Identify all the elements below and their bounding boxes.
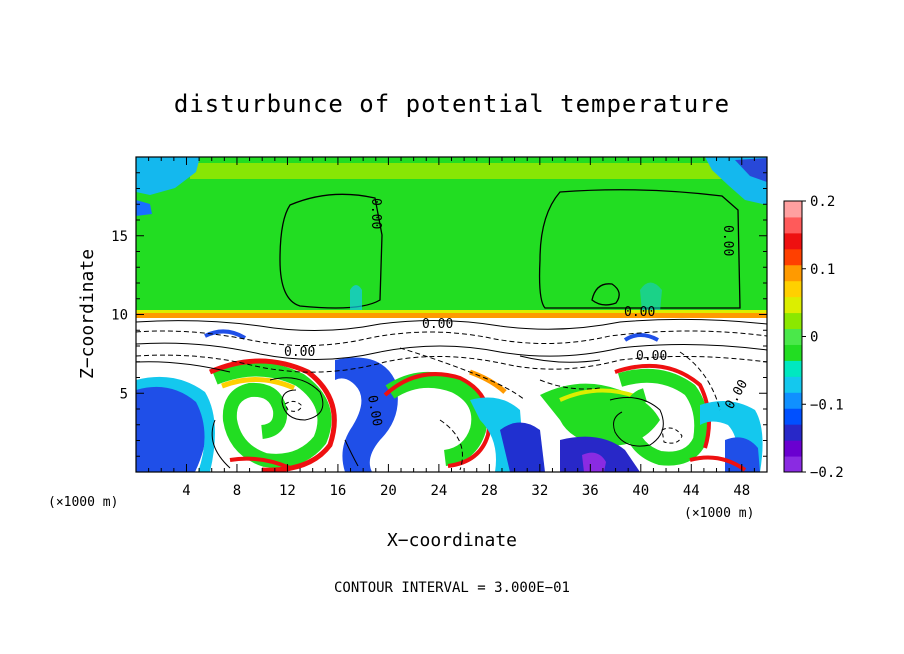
blue-swirl-mid — [335, 357, 398, 472]
colorbar-swatch — [784, 264, 802, 282]
chart-title: disturbunce of potential temperature — [174, 90, 730, 118]
cyan-plume-2 — [640, 282, 662, 312]
contour-small-loop — [591, 283, 620, 306]
red-strip-bottom-left — [229, 456, 291, 470]
cyan-plume-1 — [350, 285, 362, 312]
colorbar-swatch — [784, 248, 802, 266]
y-axis: 5 10 15 — [111, 172, 767, 457]
x-tick-label: 8 — [233, 483, 241, 499]
colorbar-swatch — [784, 232, 802, 250]
x-tick-label: 36 — [582, 483, 599, 499]
x-axis: 4 8 12 16 20 24 28 32 36 40 44 48 — [148, 157, 755, 499]
colorbar-swatch — [784, 201, 802, 218]
colorbar-swatch — [784, 216, 802, 234]
colorbar-swatch — [784, 392, 802, 409]
contour-label: 0.00 — [720, 225, 735, 256]
colorbar-swatch — [784, 440, 802, 457]
x-tick-label: 44 — [683, 483, 700, 499]
contour-label: 0.00 — [364, 394, 384, 427]
y-axis-label: Z−coordinate — [77, 249, 98, 379]
dense-contours — [136, 318, 767, 471]
plot-area: 0.00 0.00 0.00 0.00 0.00 0.00 0.00 0.00 — [136, 157, 767, 472]
y-unit-label: (×1000 m) — [48, 495, 118, 510]
x-tick-label: 12 — [279, 483, 296, 499]
top-right-blue-patch — [735, 158, 767, 182]
blue-band-mid — [500, 422, 545, 472]
colorbar-swatch — [784, 376, 802, 393]
red-hook-mid — [383, 372, 492, 468]
upper-yellow-band — [190, 163, 730, 179]
colorbar-tick-label: 0.1 — [810, 262, 835, 278]
colorbar: 0.2 0.1 0 −0.1 −0.2 — [783, 194, 844, 481]
y-tick-label: 5 — [120, 386, 128, 402]
x-tick-label: 24 — [430, 483, 447, 499]
orange-strip-mid — [469, 369, 507, 394]
contour-label: 0.00 — [636, 349, 667, 364]
colorbar-swatch — [784, 280, 802, 298]
x-unit-label: (×1000 m) — [684, 506, 754, 521]
white-mushroom — [397, 398, 458, 472]
x-tick-label: 40 — [632, 483, 649, 499]
colorbar-tick-label: 0.2 — [810, 194, 835, 210]
colorbar-swatch — [784, 456, 802, 473]
colorbar-swatch — [784, 360, 802, 377]
colorbar-swatch — [784, 312, 802, 330]
interface-band — [136, 313, 767, 318]
magenta-spot-right — [582, 452, 606, 472]
blue-strip-upper-right — [623, 333, 659, 342]
interface-band-yellow — [136, 310, 767, 313]
orange-swirl-left — [221, 376, 296, 391]
x-tick-label: 32 — [531, 483, 548, 499]
blue-strip-upper-left — [204, 329, 247, 340]
x-tick-label: 20 — [380, 483, 397, 499]
red-swirl-right — [614, 363, 711, 449]
blue-region-right — [560, 436, 640, 472]
contour-label: 0.00 — [422, 317, 453, 332]
y-tick-label: 15 — [111, 229, 128, 245]
x-tick-label: 28 — [481, 483, 498, 499]
contour-label: 0.00 — [368, 198, 383, 229]
colorbar-tick-label: 0 — [810, 330, 818, 346]
colorbar-swatch — [784, 424, 802, 441]
x-axis-label: X−coordinate — [387, 530, 517, 551]
contour-label: 0.00 — [284, 345, 315, 360]
colorbar-swatch — [784, 328, 802, 345]
x-tick-label: 48 — [733, 483, 750, 499]
colorbar-swatch — [784, 408, 802, 425]
contour-interval-note: CONTOUR INTERVAL = 3.000E−01 — [334, 580, 570, 596]
cyan-region-left — [136, 376, 215, 472]
x-tick-label: 16 — [329, 483, 346, 499]
blue-region-left — [136, 380, 207, 472]
x-tick-label: 4 — [182, 483, 190, 499]
colorbar-tick-label: −0.2 — [810, 465, 844, 481]
contour-right-box — [538, 189, 741, 309]
contour-left-box — [279, 193, 383, 309]
green-region-right — [617, 368, 709, 466]
red-strip-bottom-right — [689, 455, 747, 472]
y-tick-label: 10 — [111, 308, 128, 324]
contour-label: 0.00 — [624, 305, 655, 320]
colorbar-swatch — [784, 344, 802, 361]
colorbar-swatch — [784, 296, 802, 314]
red-swirl-left — [208, 358, 337, 472]
top-left-cyan-patch — [136, 157, 200, 195]
colorbar-tick-label: −0.1 — [810, 397, 844, 413]
